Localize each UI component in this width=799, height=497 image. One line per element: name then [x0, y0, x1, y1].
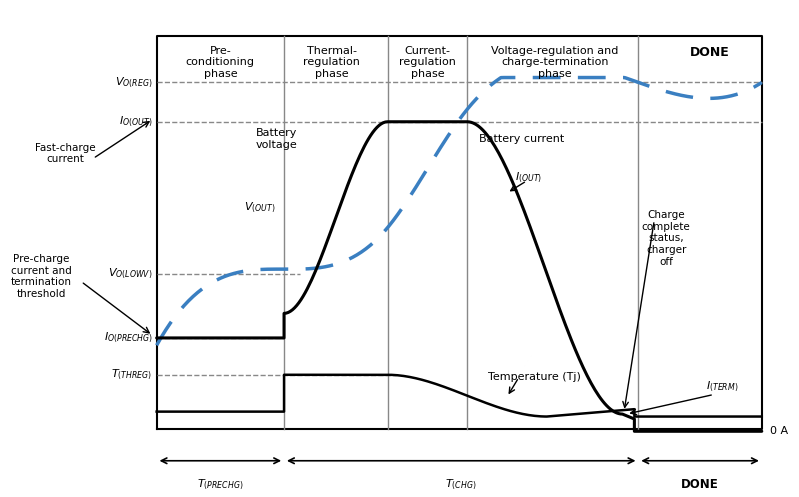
Text: $T_{(PRECHG)}$: $T_{(PRECHG)}$ [197, 478, 244, 493]
Text: Voltage-regulation and
charge-termination
phase: Voltage-regulation and charge-terminatio… [491, 46, 618, 79]
Text: $V_{O(REG)}$: $V_{O(REG)}$ [115, 75, 153, 89]
Text: Charge
complete
status,
charger
off: Charge complete status, charger off [642, 210, 690, 266]
Text: $I_{(OUT)}$: $I_{(OUT)}$ [515, 171, 543, 185]
Text: DONE: DONE [682, 478, 719, 491]
Text: Battery current: Battery current [479, 134, 564, 144]
Text: Thermal-
regulation
phase: Thermal- regulation phase [304, 46, 360, 79]
Text: 0 A: 0 A [769, 426, 788, 436]
Text: $T_{(THREG)}$: $T_{(THREG)}$ [112, 368, 153, 382]
Text: Battery
voltage: Battery voltage [255, 128, 297, 150]
Text: Pre-charge
current and
termination
threshold: Pre-charge current and termination thres… [10, 254, 72, 299]
Text: Temperature (Tj): Temperature (Tj) [488, 372, 582, 382]
Text: $I_{O(PRECHG)}$: $I_{O(PRECHG)}$ [104, 331, 153, 345]
Text: Fast-charge
current: Fast-charge current [35, 143, 95, 165]
Text: $I_{(TERM)}$: $I_{(TERM)}$ [706, 380, 738, 395]
Text: $I_{O(OUT)}$: $I_{O(OUT)}$ [119, 114, 153, 129]
Text: DONE: DONE [690, 46, 730, 59]
Text: $V_{O(LOWV)}$: $V_{O(LOWV)}$ [108, 267, 153, 281]
Text: $V_{(OUT)}$: $V_{(OUT)}$ [244, 200, 276, 215]
Text: Current-
regulation
phase: Current- regulation phase [399, 46, 455, 79]
Text: Pre-
conditioning
phase: Pre- conditioning phase [186, 46, 255, 79]
Text: $T_{(CHG)}$: $T_{(CHG)}$ [446, 478, 477, 493]
